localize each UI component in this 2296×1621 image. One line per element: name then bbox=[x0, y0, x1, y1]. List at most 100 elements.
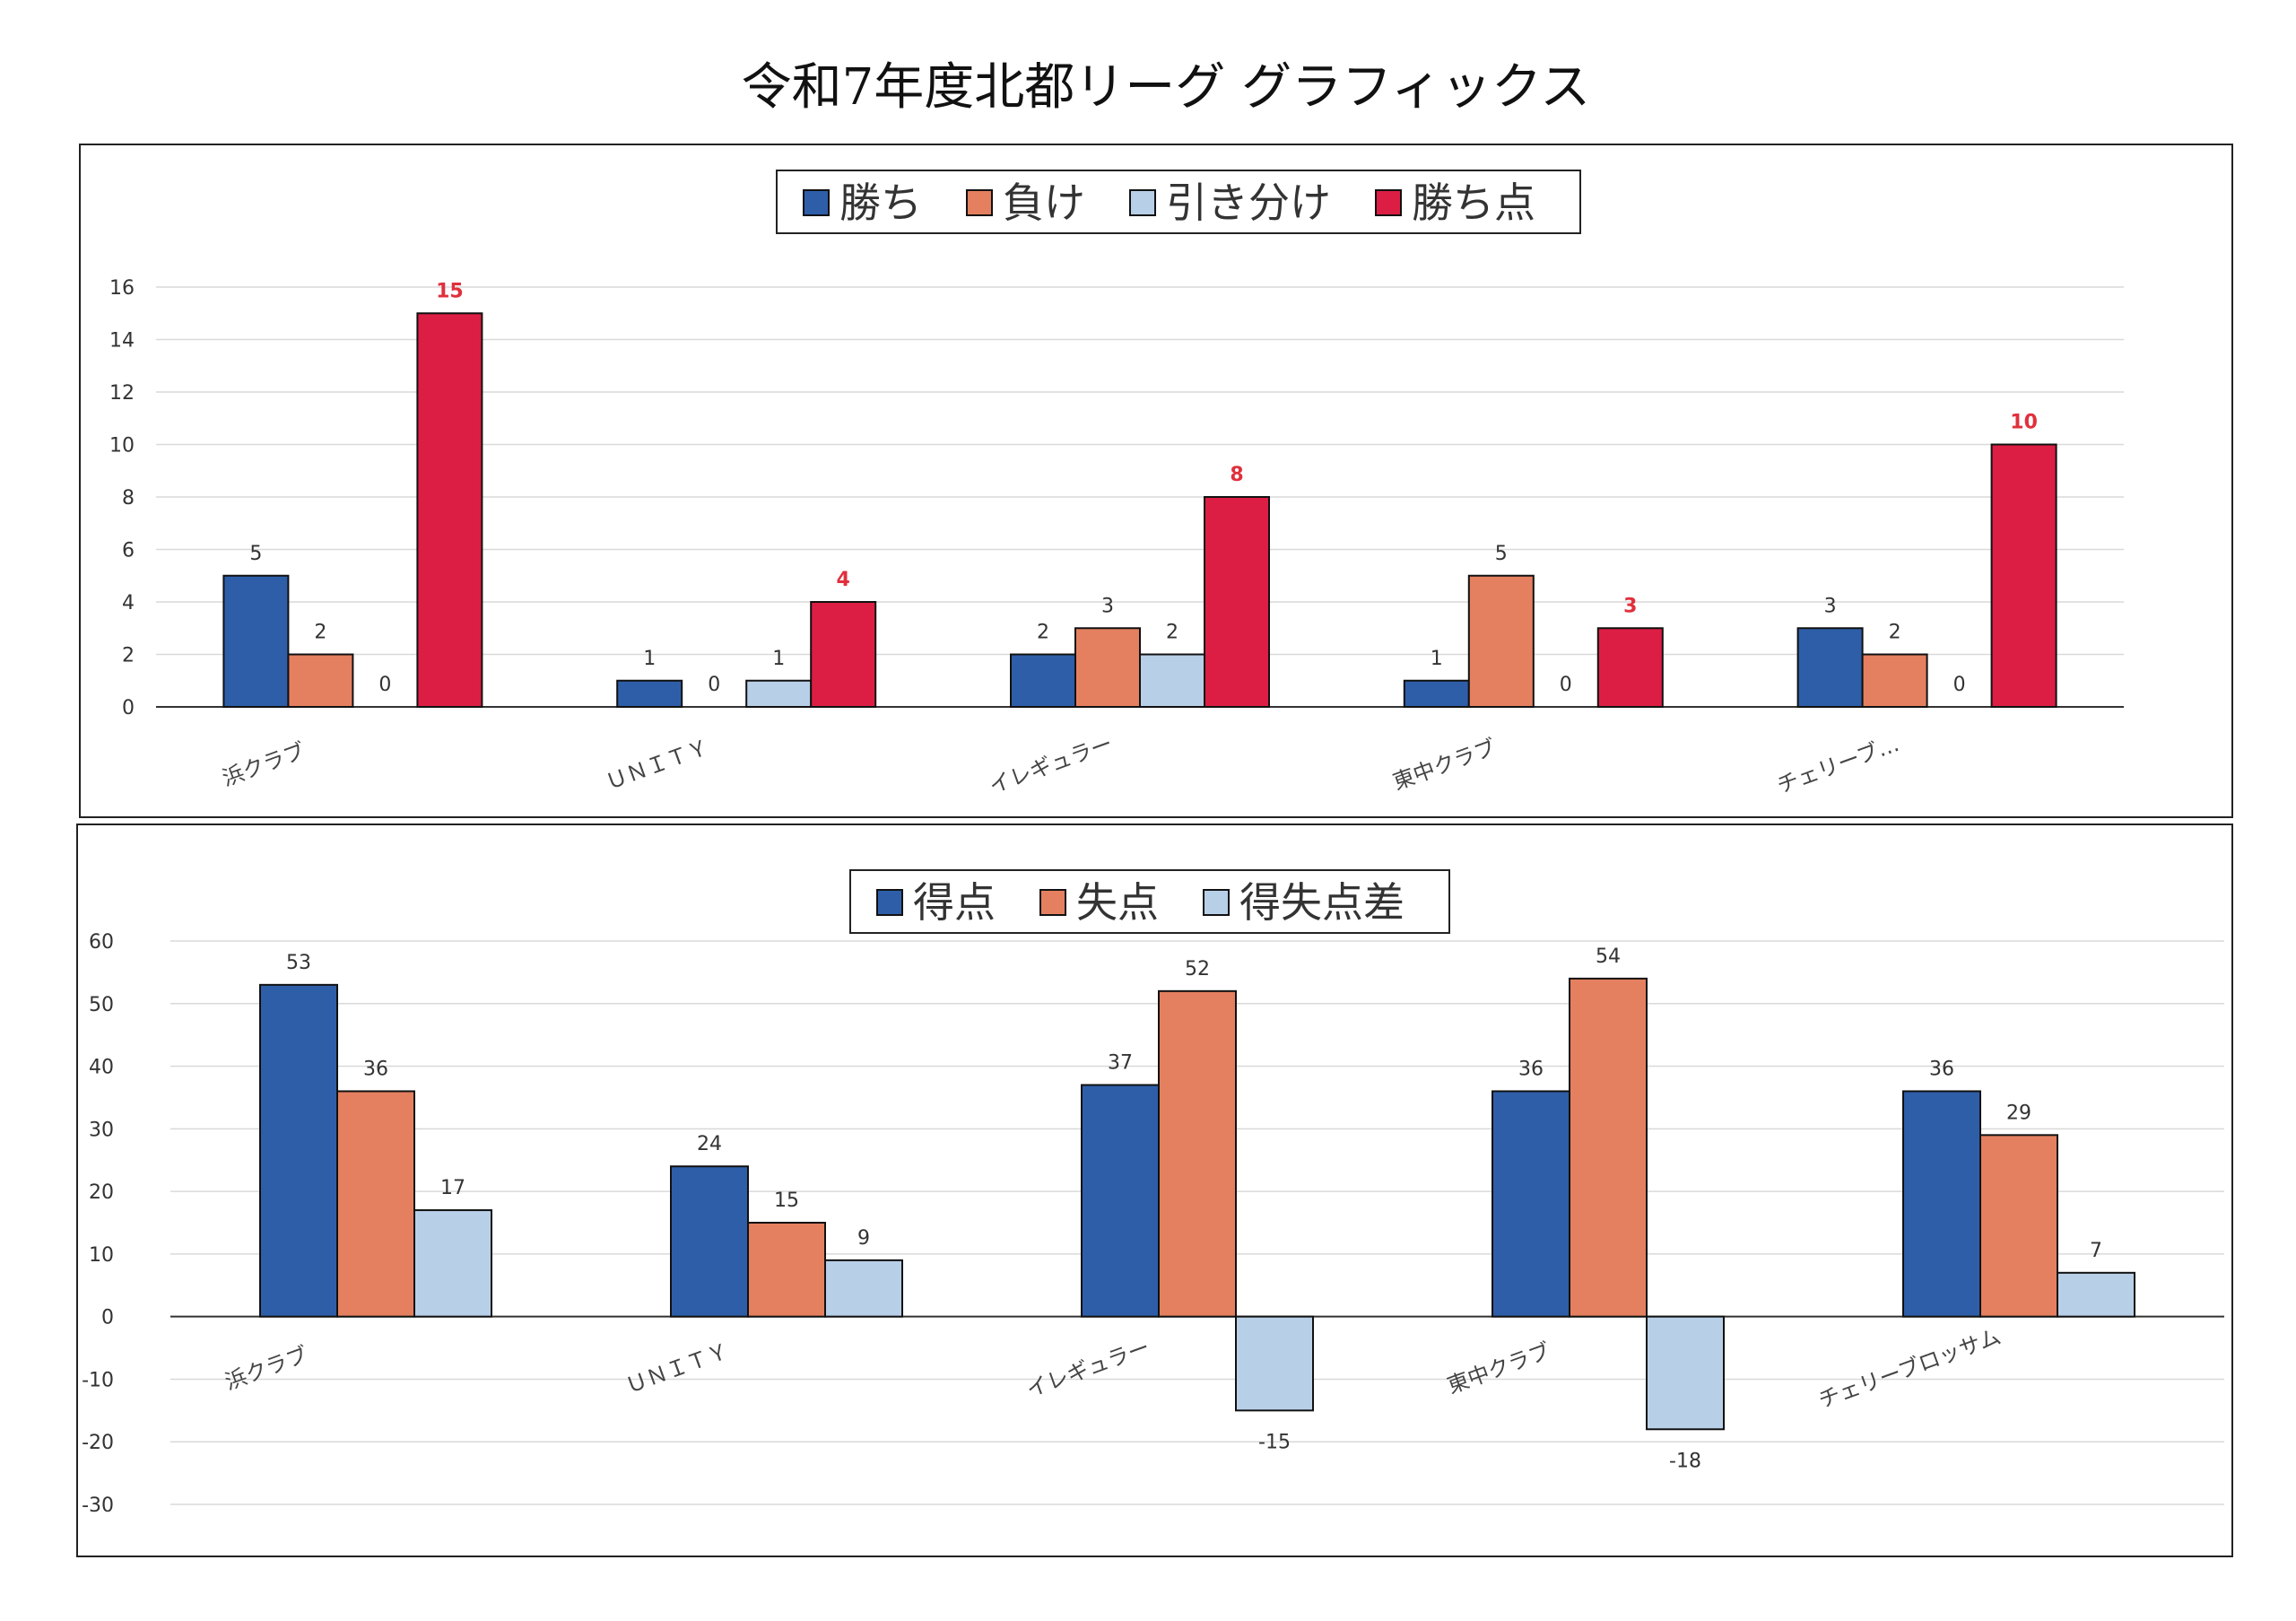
data-label: 4 bbox=[837, 569, 850, 591]
data-label: 24 bbox=[697, 1133, 722, 1155]
data-label: 53 bbox=[286, 952, 311, 974]
legend-label: 勝ち bbox=[839, 179, 922, 227]
data-label: 3 bbox=[1101, 595, 1114, 617]
bar-引き分け bbox=[745, 679, 813, 708]
standings-chart: 024681012141652015浜クラブ1014ＵＮＩＴＹ2328イレギュラ… bbox=[79, 144, 2233, 818]
bar-勝ち bbox=[222, 574, 290, 708]
legend-label: 失点 bbox=[1076, 878, 1159, 927]
y-tick-label: 16 bbox=[109, 277, 135, 300]
y-tick-label: 12 bbox=[109, 382, 135, 405]
y-tick-label: 20 bbox=[89, 1181, 114, 1204]
data-label: 5 bbox=[249, 543, 262, 565]
data-label: 15 bbox=[774, 1190, 799, 1212]
bar-勝ち bbox=[616, 679, 683, 708]
y-tick-label: -20 bbox=[82, 1432, 114, 1454]
data-label: 0 bbox=[1560, 674, 1572, 696]
bar-得点 bbox=[1081, 1084, 1160, 1318]
data-label: 36 bbox=[1518, 1058, 1544, 1080]
bar-得点 bbox=[670, 1165, 749, 1318]
legend-swatch bbox=[1129, 189, 1156, 216]
bar-失点 bbox=[1569, 977, 1648, 1318]
page-title: 令和7年度北都リーグ グラフィックス bbox=[741, 58, 1591, 117]
legend-label: 得点 bbox=[913, 878, 996, 927]
data-label: 9 bbox=[857, 1227, 870, 1250]
data-label: 0 bbox=[378, 674, 391, 696]
data-label: 0 bbox=[708, 674, 720, 696]
legend-label: 負け bbox=[1003, 179, 1085, 227]
y-tick-label: 8 bbox=[122, 487, 135, 510]
legend-label: 勝ち点 bbox=[1412, 179, 1535, 227]
y-tick-label: 14 bbox=[109, 330, 135, 353]
data-label: 29 bbox=[2006, 1102, 2031, 1124]
legend-swatch bbox=[1375, 189, 1402, 216]
y-tick-label: -10 bbox=[82, 1369, 114, 1391]
data-label: 1 bbox=[772, 648, 785, 670]
data-label: 10 bbox=[2010, 412, 2038, 434]
bar-失点 bbox=[747, 1222, 826, 1318]
legend: 勝ち 負け 引き分け 勝ち点 bbox=[776, 170, 1581, 234]
legend-swatch bbox=[966, 189, 993, 216]
y-tick-label: -30 bbox=[82, 1495, 114, 1517]
bar-負け bbox=[1467, 574, 1535, 708]
y-tick-label: 2 bbox=[122, 645, 135, 667]
data-label: 37 bbox=[1108, 1051, 1133, 1074]
data-label: 3 bbox=[1623, 595, 1637, 617]
bar-勝ち bbox=[1010, 653, 1076, 708]
bar-得失点差 bbox=[1646, 1315, 1725, 1431]
data-label: 2 bbox=[1037, 622, 1049, 644]
legend-label: 引き分け bbox=[1166, 179, 1331, 227]
y-tick-label: 10 bbox=[89, 1244, 114, 1267]
data-label: 0 bbox=[1953, 674, 1966, 696]
y-tick-label: 10 bbox=[109, 435, 135, 458]
bar-勝ち bbox=[1403, 679, 1470, 708]
bar-失点 bbox=[1979, 1134, 2058, 1318]
bar-負け bbox=[1074, 627, 1141, 708]
bar-得点 bbox=[1492, 1090, 1570, 1318]
bar-得点 bbox=[259, 983, 338, 1318]
data-label: 8 bbox=[1230, 464, 1243, 486]
bar-失点 bbox=[1158, 989, 1237, 1318]
legend-swatch bbox=[1203, 889, 1230, 916]
goals-chart: -30-20-100102030405060533617浜クラブ24159ＵＮＩ… bbox=[76, 824, 2233, 1557]
bar-勝ち bbox=[1796, 627, 1864, 708]
legend-swatch bbox=[876, 889, 903, 916]
bar-負け bbox=[287, 653, 354, 708]
y-tick-label: 4 bbox=[122, 592, 135, 614]
legend-label: 得失点差 bbox=[1239, 878, 1405, 927]
bar-負け bbox=[1861, 653, 1928, 708]
bar-得点 bbox=[1902, 1090, 1981, 1318]
data-label: 36 bbox=[363, 1058, 388, 1080]
bar-得失点差 bbox=[824, 1259, 903, 1318]
y-tick-label: 40 bbox=[89, 1057, 114, 1079]
legend-box bbox=[776, 170, 1581, 234]
data-label: 52 bbox=[1185, 958, 1210, 980]
data-label: 2 bbox=[1889, 622, 1901, 644]
data-label: 7 bbox=[2090, 1240, 2102, 1262]
legend-swatch bbox=[1039, 889, 1066, 916]
y-tick-label: 60 bbox=[89, 931, 114, 954]
data-label: 2 bbox=[314, 622, 326, 644]
bar-勝ち点 bbox=[1990, 443, 2057, 708]
bar-引き分け bbox=[1139, 653, 1205, 708]
y-tick-label: 0 bbox=[122, 697, 135, 719]
data-label: 54 bbox=[1596, 946, 1621, 968]
legend-box bbox=[849, 869, 1450, 934]
data-label: 36 bbox=[1929, 1058, 1954, 1080]
chart-frame bbox=[79, 144, 2233, 818]
data-label: 1 bbox=[643, 648, 656, 670]
y-tick-label: 50 bbox=[89, 994, 114, 1016]
data-label: -15 bbox=[1258, 1431, 1291, 1453]
data-label: -18 bbox=[1669, 1450, 1701, 1472]
bar-勝ち点 bbox=[810, 601, 877, 708]
bar-得失点差 bbox=[1235, 1315, 1314, 1412]
legend-swatch bbox=[803, 189, 830, 216]
data-label: 3 bbox=[1824, 595, 1837, 617]
bar-勝ち点 bbox=[1204, 496, 1270, 708]
bar-得失点差 bbox=[413, 1209, 492, 1318]
y-tick-label: 30 bbox=[89, 1119, 114, 1141]
bar-得失点差 bbox=[2057, 1271, 2135, 1318]
y-tick-label: 6 bbox=[122, 540, 135, 562]
data-label: 2 bbox=[1166, 622, 1178, 644]
bar-失点 bbox=[336, 1090, 415, 1318]
data-label: 15 bbox=[436, 280, 464, 302]
